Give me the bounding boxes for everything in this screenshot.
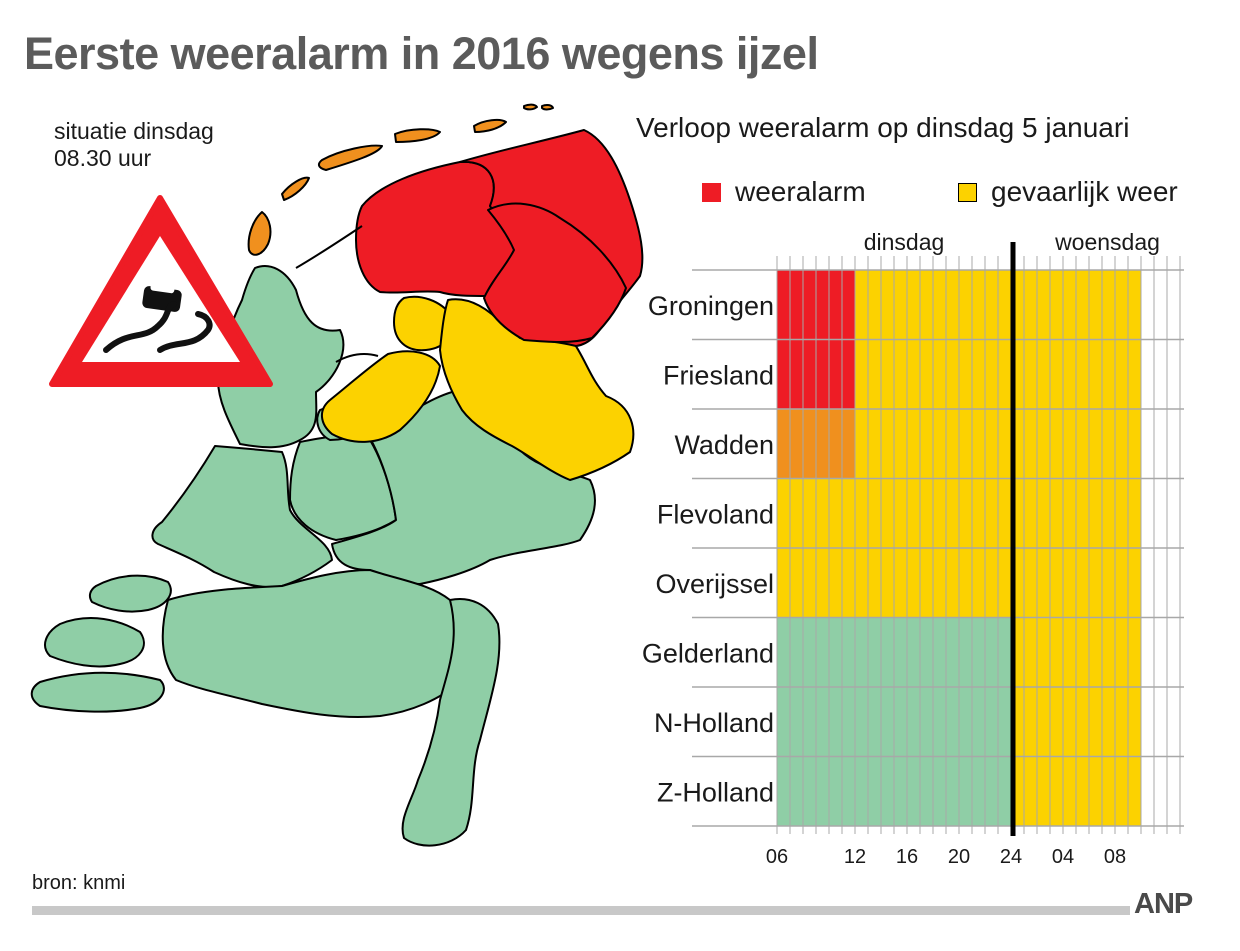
page-title: Eerste weeralarm in 2016 wegens ijzel bbox=[24, 28, 819, 79]
row-label-gelderland: Gelderland bbox=[642, 638, 774, 668]
wadden-islands bbox=[247, 103, 554, 256]
row-label-z-holland: Z-Holland bbox=[657, 777, 774, 807]
red-provinces bbox=[355, 129, 644, 347]
legend-item-gevaarlijk-weer: gevaarlijk weer bbox=[958, 176, 1178, 208]
legend-swatch-gevaarlijk-weer bbox=[958, 182, 977, 202]
green-provinces bbox=[30, 265, 596, 847]
day-label-woensdag: woensdag bbox=[1054, 229, 1160, 255]
x-tick-04: 04 bbox=[1052, 846, 1074, 868]
region-zeeland-north bbox=[88, 574, 172, 613]
x-tick-06: 06 bbox=[766, 846, 788, 868]
map-caption-line2: 08.30 uur bbox=[54, 145, 152, 171]
row-label-wadden: Wadden bbox=[674, 430, 774, 460]
region-limburg bbox=[401, 598, 501, 847]
island-texel bbox=[247, 211, 272, 256]
legend-label-weeralarm: weeralarm bbox=[735, 176, 866, 207]
source-credit: bron: knmi bbox=[32, 872, 126, 894]
region-noord-brabant bbox=[161, 569, 468, 719]
island-rottum bbox=[523, 103, 538, 111]
row-label-n-holland: N-Holland bbox=[654, 708, 774, 738]
region-drenthe bbox=[483, 202, 627, 343]
map-caption: situatie dinsdag 08.30 uur bbox=[54, 118, 214, 172]
region-zeeland bbox=[44, 617, 145, 668]
weather-alert-timeline-chart: Groningen Friesland Wadden Flevoland Overijs… bbox=[642, 229, 1184, 868]
legend-swatch-weeralarm bbox=[702, 182, 721, 202]
anp-logo: ANP bbox=[1134, 888, 1193, 920]
island-vlieland bbox=[281, 176, 310, 201]
island-ameland bbox=[394, 128, 441, 143]
netherlands-map bbox=[30, 103, 644, 847]
x-tick-08: 08 bbox=[1104, 846, 1126, 868]
x-tick-24: 24 bbox=[1000, 846, 1022, 868]
row-label-flevoland: Flevoland bbox=[657, 499, 774, 529]
region-noordoostpolder bbox=[393, 295, 454, 352]
row-label-friesland: Friesland bbox=[663, 360, 774, 390]
legend-item-weeralarm: weeralarm bbox=[702, 176, 866, 208]
row-label-overijssel: Overijssel bbox=[655, 569, 774, 599]
island-rottum-2 bbox=[541, 103, 554, 111]
x-tick-20: 20 bbox=[948, 846, 970, 868]
yellow-provinces bbox=[321, 295, 635, 481]
x-tick-16: 16 bbox=[896, 846, 918, 868]
footer-bar bbox=[32, 906, 1130, 915]
map-caption-line1: situatie dinsdag bbox=[54, 118, 214, 144]
island-schiermonnikoog bbox=[473, 118, 507, 133]
markerwaard-coast bbox=[335, 353, 379, 363]
day-label-dinsdag: dinsdag bbox=[864, 229, 945, 255]
island-terschelling bbox=[317, 144, 383, 171]
row-label-groningen: Groningen bbox=[648, 291, 774, 321]
region-zeeland-south bbox=[30, 671, 165, 713]
legend-label-gevaarlijk-weer: gevaarlijk weer bbox=[991, 176, 1178, 207]
skidding-car-icon bbox=[103, 280, 213, 353]
slippery-road-warning-icon bbox=[49, 195, 273, 387]
afsluitdijk bbox=[295, 225, 363, 269]
x-tick-12: 12 bbox=[844, 846, 866, 868]
region-flevoland bbox=[321, 350, 441, 443]
chart-title: Verloop weeralarm op dinsdag 5 januari bbox=[636, 112, 1130, 143]
